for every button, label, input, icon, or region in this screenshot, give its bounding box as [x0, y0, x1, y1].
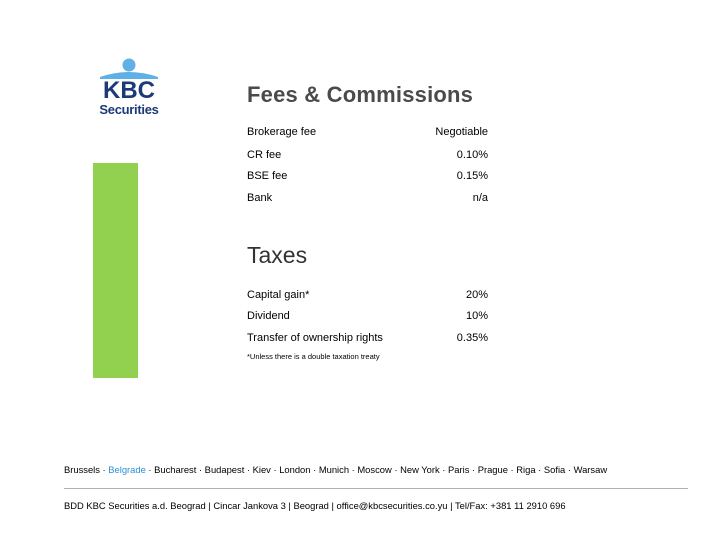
logo-subtitle: Securities — [99, 102, 159, 117]
city-list-start: Brussels · — [64, 464, 109, 475]
tax-label: Dividend — [247, 310, 290, 322]
fee-label: Brokerage fee — [247, 126, 317, 138]
footer-contact: BDD KBC Securities a.d. Beograd | Cincar… — [64, 500, 566, 511]
kbc-figure-icon — [100, 58, 158, 79]
tax-footnote: *Unless there is a double taxation treat… — [247, 352, 380, 361]
tax-value: 20% — [465, 289, 488, 301]
tax-row: Capital gain* 20% — [247, 287, 488, 303]
tax-value: 10% — [465, 310, 488, 322]
taxes-heading: Taxes — [247, 242, 308, 268]
fee-value: n/a — [472, 192, 488, 204]
fee-row: Bank n/a — [247, 190, 488, 206]
tax-row: Dividend 10% — [247, 308, 488, 324]
fee-label: BSE fee — [247, 170, 288, 182]
fee-label: Bank — [247, 192, 273, 204]
tax-label: Transfer of ownership rights — [247, 332, 383, 344]
tax-label: Capital gain* — [247, 289, 310, 301]
kbc-logo: KBC Securities — [96, 57, 162, 119]
tax-row: Transfer of ownership rights 0.35% — [247, 330, 488, 346]
city-highlight: Belgrade — [108, 464, 146, 475]
logo-wordmark: KBC — [103, 77, 155, 104]
city-list: Brussels · Belgrade · Bucharest · Budape… — [64, 464, 607, 476]
footer-divider — [64, 488, 688, 489]
fee-row: CR fee 0.10% — [247, 147, 488, 163]
fees-heading: Fees & Commissions — [247, 82, 474, 107]
fee-value: Negotiable — [435, 126, 488, 138]
tax-value: 0.35% — [456, 332, 488, 344]
fee-row: Brokerage fee Negotiable — [247, 124, 488, 140]
city-list-rest: · Bucharest · Budapest · Kiev · London ·… — [145, 464, 608, 475]
fee-label: CR fee — [247, 149, 282, 161]
accent-bar — [93, 163, 138, 378]
fee-row: BSE fee 0.15% — [247, 168, 488, 184]
fee-value: 0.10% — [456, 149, 488, 161]
fee-value: 0.15% — [456, 170, 488, 182]
